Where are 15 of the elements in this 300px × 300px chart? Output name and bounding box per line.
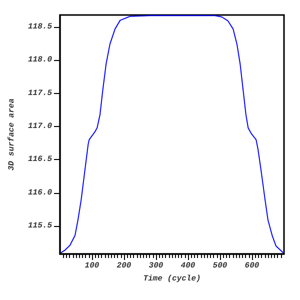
y-tick-label: 116.5	[28, 155, 52, 164]
x-tick-label: 500	[212, 262, 228, 270]
x-tick-label: 600	[244, 262, 260, 270]
y-tick-label: 118.5	[28, 22, 52, 32]
x-tick-label: 300	[148, 262, 164, 270]
y-tick-label: 115.5	[28, 222, 52, 231]
y-tick-label: 117.0	[28, 122, 52, 132]
x-tick-label: 400	[180, 262, 196, 270]
x-tick-label: 100	[84, 262, 100, 270]
x-axis-title: Time (cycle)	[143, 274, 201, 284]
x-tick-label: 200	[116, 262, 132, 270]
y-tick-label: 117.5	[28, 88, 52, 98]
y-axis-title: 3D surface area	[8, 98, 16, 171]
y-tick-label: 118.0	[28, 56, 52, 65]
y-tick-label: 116.0	[28, 188, 52, 198]
